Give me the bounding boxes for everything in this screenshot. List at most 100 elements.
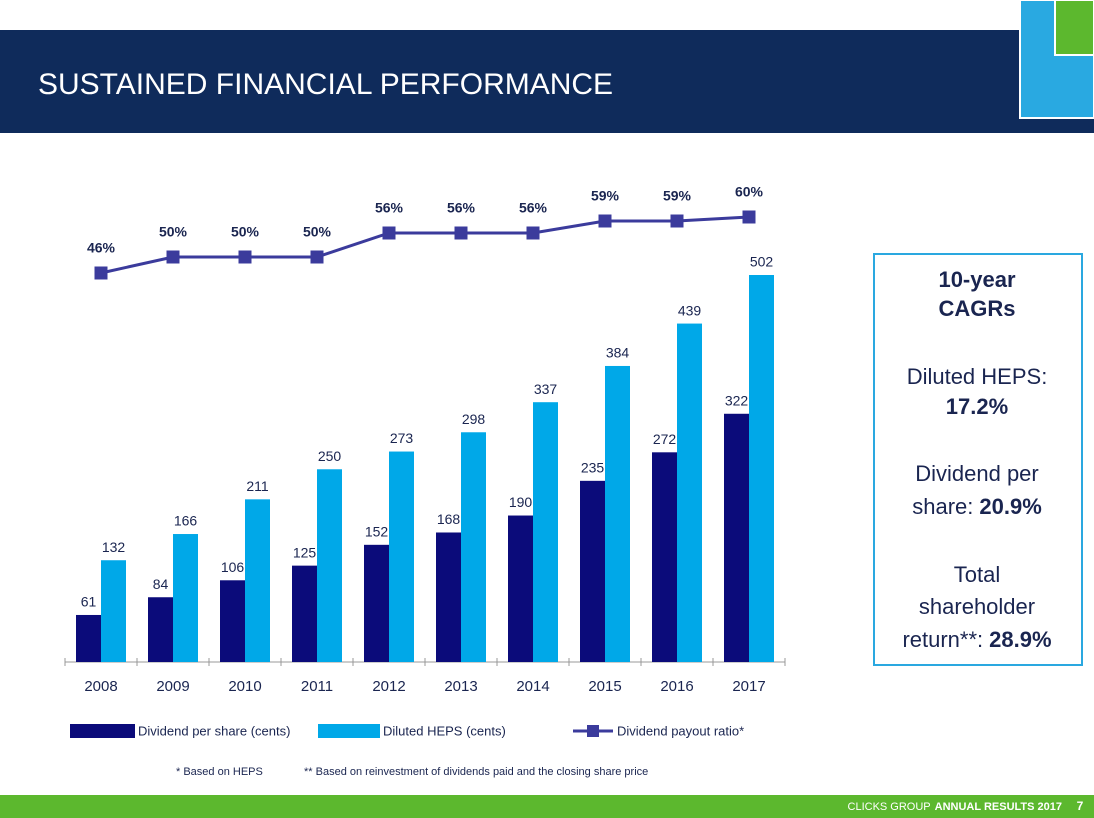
line-marker bbox=[310, 250, 324, 264]
data-label: 50% bbox=[231, 224, 260, 240]
legend-label: Dividend payout ratio* bbox=[617, 723, 744, 738]
data-label: 250 bbox=[318, 448, 342, 464]
bar bbox=[245, 499, 270, 662]
cagr-box bbox=[873, 253, 1083, 666]
footer-band bbox=[0, 795, 1094, 818]
data-label: 502 bbox=[750, 254, 774, 270]
data-label: 56% bbox=[447, 200, 476, 216]
data-label: 61 bbox=[81, 594, 97, 610]
data-label: 50% bbox=[303, 224, 332, 240]
data-label: 211 bbox=[246, 478, 269, 494]
data-label: 168 bbox=[437, 511, 461, 527]
line bbox=[100, 215, 750, 275]
line-marker bbox=[166, 250, 180, 264]
cagr-value: 20.9% bbox=[979, 494, 1041, 519]
cagr-label: return**: bbox=[902, 627, 983, 652]
x-tick-label: 2009 bbox=[156, 678, 189, 695]
x-tick-label: 2016 bbox=[660, 678, 693, 695]
line-marker bbox=[94, 266, 108, 280]
cagr-line: return**: 28.9% bbox=[902, 627, 1051, 652]
bar bbox=[389, 451, 414, 662]
data-label: 59% bbox=[591, 188, 620, 204]
cagr-title: CAGRs bbox=[938, 296, 1015, 321]
bar bbox=[317, 469, 342, 662]
line-marker bbox=[670, 214, 684, 228]
footnote: * Based on HEPS bbox=[176, 766, 263, 778]
legend-swatch bbox=[318, 724, 380, 738]
footer-text: CLICKS GROUP ANNUAL RESULTS 2017 bbox=[848, 801, 1062, 813]
bar bbox=[173, 534, 198, 662]
data-label: 46% bbox=[87, 240, 116, 256]
deco-square bbox=[1054, 0, 1094, 56]
line-marker bbox=[598, 214, 612, 228]
cagr-value: 17.2% bbox=[946, 394, 1008, 419]
bar bbox=[605, 365, 630, 662]
bar bbox=[677, 323, 702, 662]
legend-marker bbox=[587, 725, 599, 737]
cagr-value: 28.9% bbox=[989, 627, 1051, 652]
bar bbox=[749, 275, 774, 662]
cagr-line: share: 20.9% bbox=[912, 494, 1042, 519]
footer-event: ANNUAL RESULTS 2017 bbox=[935, 801, 1062, 813]
data-label: 132 bbox=[102, 539, 126, 555]
data-label: 152 bbox=[365, 524, 389, 540]
bar bbox=[652, 452, 677, 662]
bar bbox=[580, 480, 605, 662]
bar bbox=[292, 565, 317, 662]
data-label: 337 bbox=[534, 381, 558, 397]
data-label: 384 bbox=[606, 345, 630, 361]
bar bbox=[436, 532, 461, 662]
header-band bbox=[0, 30, 1094, 133]
x-tick-label: 2011 bbox=[301, 678, 333, 695]
data-label: 56% bbox=[375, 200, 404, 216]
bar bbox=[220, 580, 245, 662]
page-number: 7 bbox=[1077, 799, 1084, 813]
x-tick-label: 2010 bbox=[228, 678, 261, 695]
bar bbox=[76, 614, 101, 662]
bar bbox=[508, 515, 533, 662]
x-tick-label: 2014 bbox=[516, 678, 549, 695]
data-label: 439 bbox=[678, 302, 702, 318]
data-label: 60% bbox=[735, 184, 764, 200]
legend-label: Dividend per share (cents) bbox=[138, 723, 290, 738]
bar bbox=[364, 544, 389, 662]
plot: 61 84 106 125 152 168 190 235 272 322 132 166 211 250… bbox=[64, 184, 786, 695]
line-marker bbox=[454, 226, 468, 240]
bar bbox=[461, 432, 486, 662]
legend-swatch bbox=[70, 724, 135, 738]
bar bbox=[533, 402, 558, 662]
bar bbox=[101, 560, 126, 662]
data-label: 56% bbox=[519, 200, 548, 216]
line-marker bbox=[238, 250, 252, 264]
cagr-label: share: bbox=[912, 494, 973, 519]
x-tick-label: 2013 bbox=[444, 678, 477, 695]
data-label: 272 bbox=[653, 431, 677, 447]
x-tick-label: 2012 bbox=[372, 678, 405, 695]
data-label: 84 bbox=[153, 576, 169, 592]
data-label: 190 bbox=[509, 494, 533, 510]
x-tick-label: 2015 bbox=[588, 678, 621, 695]
line-marker bbox=[742, 210, 756, 224]
data-label: 273 bbox=[390, 430, 414, 446]
data-label: 50% bbox=[159, 224, 188, 240]
cagr-title: 10-year bbox=[938, 267, 1016, 292]
cagr-label: shareholder bbox=[919, 594, 1035, 619]
data-label: 322 bbox=[725, 392, 749, 408]
legend-label: Diluted HEPS (cents) bbox=[383, 723, 506, 738]
x-tick-label: 2017 bbox=[732, 678, 765, 695]
data-label: 59% bbox=[663, 188, 692, 204]
data-label: 235 bbox=[581, 460, 605, 476]
line-marker bbox=[382, 226, 396, 240]
data-label: 106 bbox=[221, 559, 245, 575]
line-marker bbox=[526, 226, 540, 240]
slide-title: SUSTAINED FINANCIAL PERFORMANCE bbox=[38, 68, 613, 101]
cagr-label: Diluted HEPS: bbox=[907, 364, 1048, 389]
data-label: 125 bbox=[293, 544, 317, 560]
data-label: 298 bbox=[462, 411, 486, 427]
x-tick-label: 2008 bbox=[84, 678, 117, 695]
footnote: ** Based on reinvestment of dividends pa… bbox=[304, 766, 648, 778]
cagr-label: Total bbox=[954, 562, 1000, 587]
bar bbox=[724, 413, 749, 662]
cagr-label: Dividend per bbox=[915, 461, 1039, 486]
